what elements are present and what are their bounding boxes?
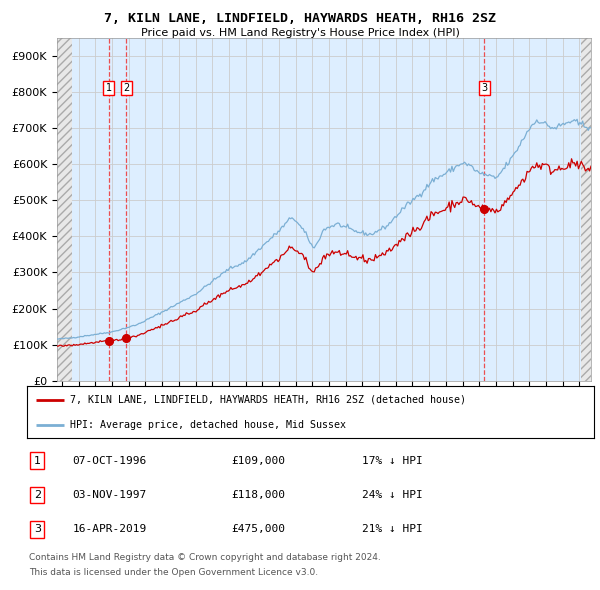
- Text: 7, KILN LANE, LINDFIELD, HAYWARDS HEATH, RH16 2SZ (detached house): 7, KILN LANE, LINDFIELD, HAYWARDS HEATH,…: [70, 395, 466, 405]
- Text: 24% ↓ HPI: 24% ↓ HPI: [362, 490, 422, 500]
- Text: 7, KILN LANE, LINDFIELD, HAYWARDS HEATH, RH16 2SZ: 7, KILN LANE, LINDFIELD, HAYWARDS HEATH,…: [104, 12, 496, 25]
- Text: 21% ↓ HPI: 21% ↓ HPI: [362, 525, 422, 535]
- Text: 17% ↓ HPI: 17% ↓ HPI: [362, 455, 422, 466]
- Text: 1: 1: [34, 455, 41, 466]
- Text: This data is licensed under the Open Government Licence v3.0.: This data is licensed under the Open Gov…: [29, 568, 318, 576]
- Text: 03-NOV-1997: 03-NOV-1997: [73, 490, 146, 500]
- Text: 2: 2: [123, 83, 129, 93]
- Text: Price paid vs. HM Land Registry's House Price Index (HPI): Price paid vs. HM Land Registry's House …: [140, 28, 460, 38]
- Text: 3: 3: [34, 525, 41, 535]
- Text: £475,000: £475,000: [231, 525, 285, 535]
- Bar: [57, 38, 71, 381]
- Text: 1: 1: [106, 83, 112, 93]
- Text: Contains HM Land Registry data © Crown copyright and database right 2024.: Contains HM Land Registry data © Crown c…: [29, 553, 380, 562]
- Text: HPI: Average price, detached house, Mid Sussex: HPI: Average price, detached house, Mid …: [70, 420, 346, 430]
- Bar: [581, 38, 591, 381]
- Text: £109,000: £109,000: [231, 455, 285, 466]
- Text: 07-OCT-1996: 07-OCT-1996: [73, 455, 146, 466]
- Text: 16-APR-2019: 16-APR-2019: [73, 525, 146, 535]
- Text: 3: 3: [481, 83, 487, 93]
- Text: 2: 2: [34, 490, 41, 500]
- Text: £118,000: £118,000: [231, 490, 285, 500]
